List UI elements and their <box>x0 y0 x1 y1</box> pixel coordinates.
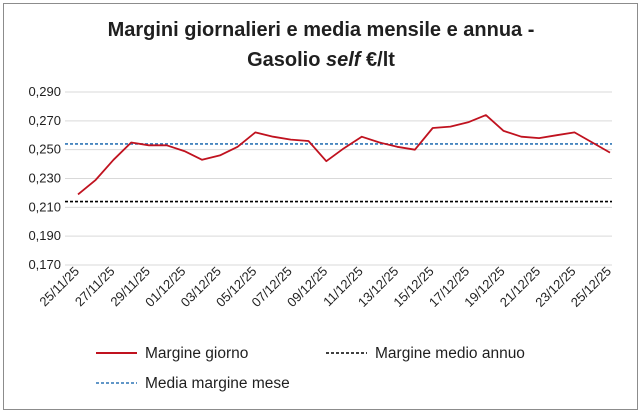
y-tick-label: 0,290 <box>28 84 61 99</box>
chart-title-line2-prefix: Gasolio <box>247 49 326 71</box>
chart-title-line2: Gasolio self €/lt <box>247 49 395 71</box>
y-tick-label: 0,190 <box>28 228 61 243</box>
legend-label-margine-giorno: Margine giorno <box>145 345 248 362</box>
y-tick-label: 0,270 <box>28 113 61 128</box>
x-axis-ticks: 25/11/2527/11/2529/11/2501/12/2503/12/25… <box>36 264 614 310</box>
legend-label-media-margine-mese: Media margine mese <box>145 375 290 392</box>
chart-frame <box>3 3 638 410</box>
y-tick-label: 0,170 <box>28 257 61 272</box>
series-lines <box>65 114 612 203</box>
gridlines <box>65 91 612 266</box>
y-tick-label: 0,210 <box>28 199 61 214</box>
chart-title-line2-italic: self <box>326 49 363 71</box>
series-margine-giorno <box>77 114 611 196</box>
legend-label-margine-medio-annuo: Margine medio annuo <box>375 345 525 362</box>
chart-title-line1: Margini giornalieri e media mensile e an… <box>108 19 535 41</box>
legend: Margine giorno Margine medio annuo Media… <box>96 345 525 392</box>
y-tick-label: 0,230 <box>28 171 61 186</box>
y-axis-ticks: 0,290 0,270 0,250 0,230 0,210 0,190 0,170 <box>28 84 61 272</box>
chart-title-line2-suffix: €/lt <box>360 49 395 71</box>
y-tick-label: 0,250 <box>28 142 61 157</box>
